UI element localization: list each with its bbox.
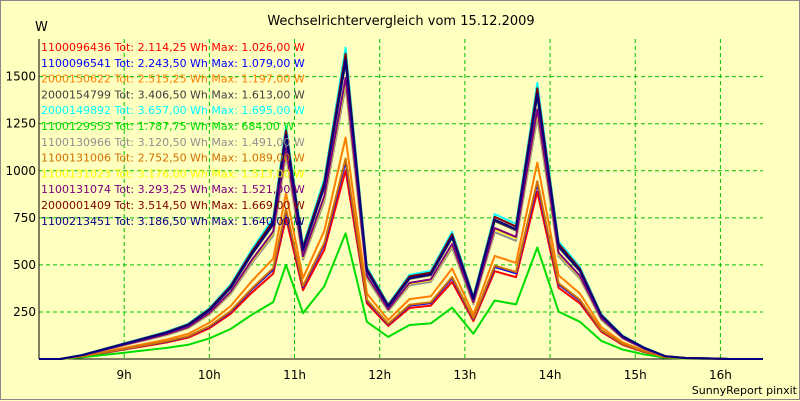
legend-entry: 1100131006 Tot: 2.752,50 Wh Max: 1.089,0… (41, 152, 305, 165)
series-line (39, 76, 763, 360)
legend-entry: 1100131074 Tot: 3.293,25 Wh Max: 1.521,0… (41, 183, 305, 196)
series-line (39, 58, 763, 360)
y-axis-unit: W (35, 20, 48, 35)
x-tick-label: 15h (624, 368, 647, 382)
series-lines (39, 46, 763, 360)
x-tick-label: 11h (283, 368, 306, 382)
chart-title: Wechselrichtervergleich vom 15.12.2009 (267, 14, 534, 29)
y-tick-label: 1250 (5, 117, 36, 131)
x-tick-labels: 9h 10h 11h 12h 13h 14h 15h 16h (117, 368, 732, 382)
y-tick-label: 1500 (5, 70, 36, 84)
legend-entry: 1100129553 Tot: 1.787,75 Wh Max: 684,00 … (41, 120, 294, 133)
legend-entry: 1100131023 Tot: 3.176,00 Wh Max: 1.513,0… (41, 167, 305, 180)
x-tick-label: 14h (539, 368, 562, 382)
series-line (39, 232, 763, 360)
legend: 1100096436 Tot: 2.114,25 Wh Max: 1.026,0… (41, 41, 305, 228)
legend-entry: 1100096541 Tot: 2.243,50 Wh Max: 1.079,0… (41, 57, 305, 70)
legend-entry: 2000154799 Tot: 3.406,50 Wh Max: 1.613,0… (41, 88, 305, 101)
series-line (39, 157, 763, 360)
x-tick-label: 9h (117, 368, 132, 382)
legend-entry: 2000001409 Tot: 3.514,50 Wh Max: 1.669,0… (41, 199, 305, 212)
x-tick-label: 12h (368, 368, 391, 382)
y-tick-label: 1000 (5, 164, 36, 178)
y-tick-label: 500 (13, 258, 36, 272)
legend-entry: 1100130966 Tot: 3.120,50 Wh Max: 1.491,0… (41, 136, 305, 149)
y-tick-label: 250 (13, 305, 36, 319)
legend-entry: 2000150622 Tot: 2.515,25 Wh Max: 1.197,0… (41, 73, 305, 86)
axes (38, 39, 763, 360)
x-tick-label: 16h (709, 368, 732, 382)
series-line (39, 136, 763, 360)
y-tick-label: 750 (13, 211, 36, 225)
x-tick-label: 10h (198, 368, 221, 382)
legend-entry: 2000149892 Tot: 3.657,00 Wh Max: 1.695,0… (41, 104, 305, 117)
x-tick-label: 13h (453, 368, 476, 382)
credit-text: SunnyReport pinxit (692, 384, 798, 397)
legend-entry: 1100096436 Tot: 2.114,25 Wh Max: 1.026,0… (41, 41, 305, 54)
y-tick-labels: 250 500 750 1000 1250 1500 (5, 70, 36, 319)
legend-entry: 1100213451 Tot: 3.186,50 Wh Max: 1.640,0… (41, 215, 305, 228)
